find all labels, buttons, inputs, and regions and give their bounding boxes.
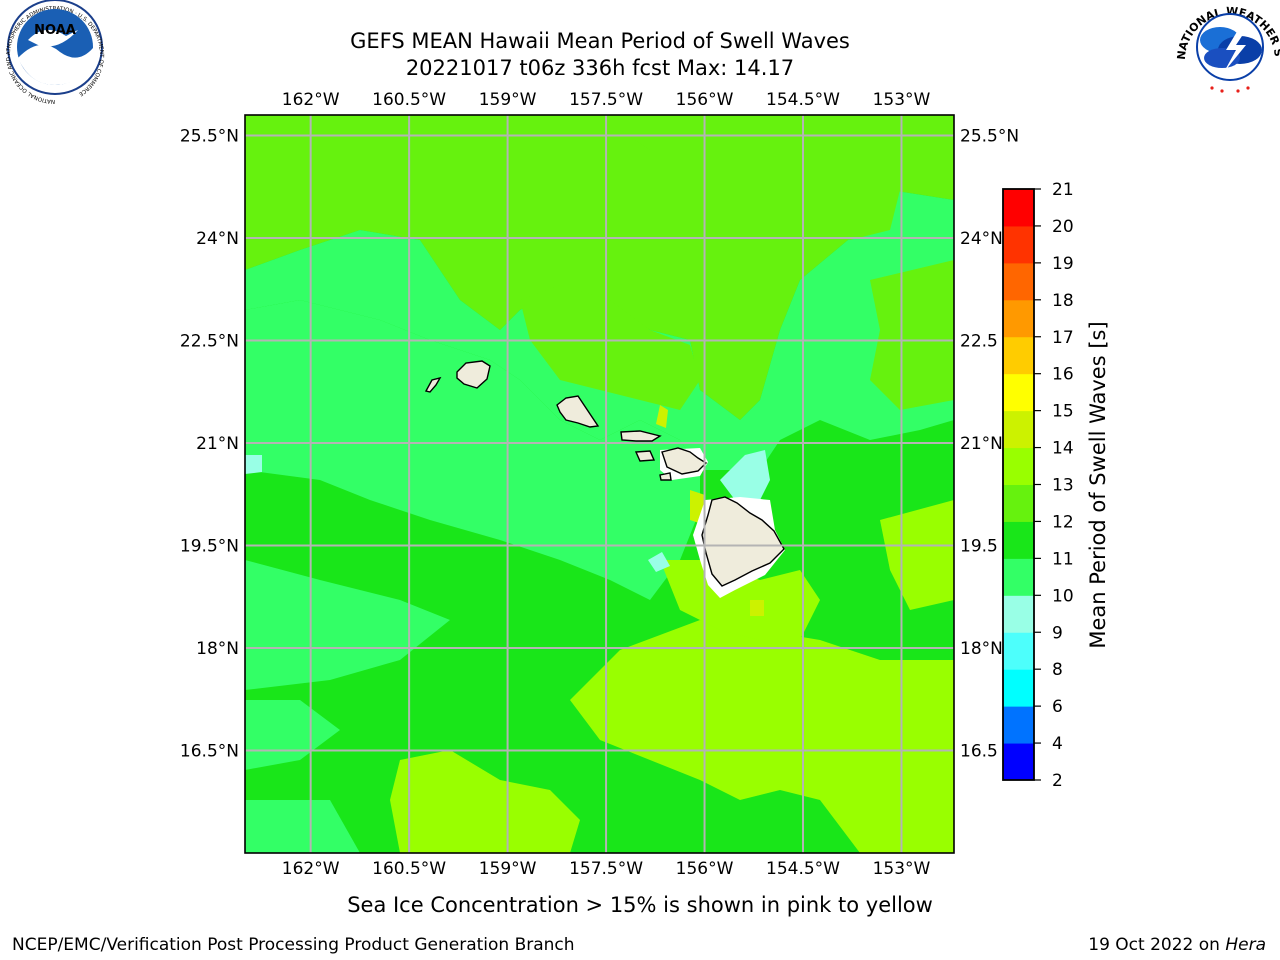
colorbar-swatch [1003,558,1034,596]
credit-text: NCEP/EMC/Verification Post Processing Pr… [12,935,575,955]
colorbar-swatch [1003,632,1034,670]
lat-tick-label-left: 19.5°N [180,537,239,557]
colorbar-swatch [1003,447,1034,485]
lon-tick-label-top: 154.5°W [766,90,840,110]
colorbar-swatch [1003,336,1034,375]
run-date: 19 Oct 2022 on Hera [1088,935,1266,955]
lat-tick-label-left: 21°N [196,434,239,454]
colorbar-tick-label: 8 [1052,660,1063,680]
colorbar-swatch [1003,521,1034,559]
lat-tick-label-right: 16.5 [960,742,998,762]
colorbar-tick-label: 15 [1052,402,1074,422]
colorbar-tick-label: 9 [1052,623,1063,643]
lat-tick-label-right: 24°N [960,229,1003,249]
lon-tick-label-bottom: 162°W [282,859,340,879]
colorbar-swatch [1003,410,1034,449]
lat-tick-label-right: 22.5 [960,332,998,352]
colorbar-swatch [1003,743,1034,781]
lat-tick-label-right: 18°N [960,639,1003,659]
map-frame [244,114,955,854]
lat-tick-label-left: 18°N [196,639,239,659]
colorbar-tick-label: 6 [1052,697,1063,717]
colorbar: 2 4 6 8 9 10 11 12 13 14 15 16 17 18 19 20 21 [1002,180,1074,791]
lon-tick-label-bottom: 156°W [676,859,734,879]
lon-tick-label-bottom: 159°W [479,859,537,879]
colorbar-tick-label: 4 [1052,734,1063,754]
colorbar-swatch [1003,262,1034,301]
lon-tick-label-top: 157.5°W [569,90,643,110]
svg-text:NOAA: NOAA [34,23,76,38]
lon-tick-label-top: 156°W [676,90,734,110]
map-panel [245,115,954,853]
lon-tick-label-bottom: 160.5°W [372,859,446,879]
colorbar-tick-label: 14 [1052,439,1074,459]
colorbar-swatch [1003,225,1034,264]
noaa-logo: NATIONAL OCEANIC AND ATMOSPHERIC ADMINIS… [6,0,104,104]
lon-tick-label-bottom: 154.5°W [766,859,840,879]
lat-tick-label-left: 22.5°N [180,332,239,352]
colorbar-tick-label: 19 [1052,254,1074,274]
colorbar-swatch [1003,669,1034,707]
colorbar-tick-label: 12 [1052,512,1074,532]
colorbar-label: Mean Period of Swell Waves [s] [1086,321,1110,648]
gridlines [245,115,954,853]
hawaiian-islands [424,360,785,587]
colorbar-swatch [1003,299,1034,338]
chart-title: GEFS MEAN Hawaii Mean Period of Swell Wa… [350,29,850,53]
lat-tick-label-left: 16.5°N [180,742,239,762]
lon-tick-label-bottom: 153°W [873,859,931,879]
lat-tick-label-right: 25.5°N [960,127,1019,147]
lat-tick-label-right: 19.5 [960,537,998,557]
colorbar-tick-label: 11 [1052,549,1074,569]
lon-tick-label-top: 160.5°W [372,90,446,110]
tick-labels: 162°W 162°W 160.5°W 160.5°W 159°W 159°W 157.5°… [180,90,1019,879]
sea-ice-note: Sea Ice Concentration > 15% is shown in … [347,893,933,917]
colorbar-swatch [1003,484,1034,522]
colorbar-tick-label: 13 [1052,476,1074,496]
colorbar-tick-label: 21 [1052,180,1074,200]
colorbar-tick-label: 2 [1052,771,1063,791]
colorbar-swatch [1003,595,1034,633]
lon-tick-label-bottom: 157.5°W [569,859,643,879]
lat-tick-label-left: 24°N [196,229,239,249]
lon-tick-label-top: 159°W [479,90,537,110]
colorbar-tick-label: 18 [1052,291,1074,311]
colorbar-swatch [1003,189,1034,227]
colorbar-swatch [1003,373,1034,412]
colorbar-tick-label: 10 [1052,586,1074,606]
lat-tick-label-left: 25.5°N [180,127,239,147]
colorbar-tick-label: 17 [1052,328,1074,348]
colorbar-tick-label: 16 [1052,365,1074,385]
colorbar-swatch [1003,706,1034,744]
colorbar-tick-label: 20 [1052,217,1074,237]
lat-tick-label-right: 21°N [960,434,1003,454]
swell-period-field [245,115,954,853]
lon-tick-label-top: 153°W [873,90,931,110]
lon-tick-label-top: 162°W [282,90,340,110]
chart-subtitle: 20221017 t06z 336h fcst Max: 14.17 [406,56,794,80]
